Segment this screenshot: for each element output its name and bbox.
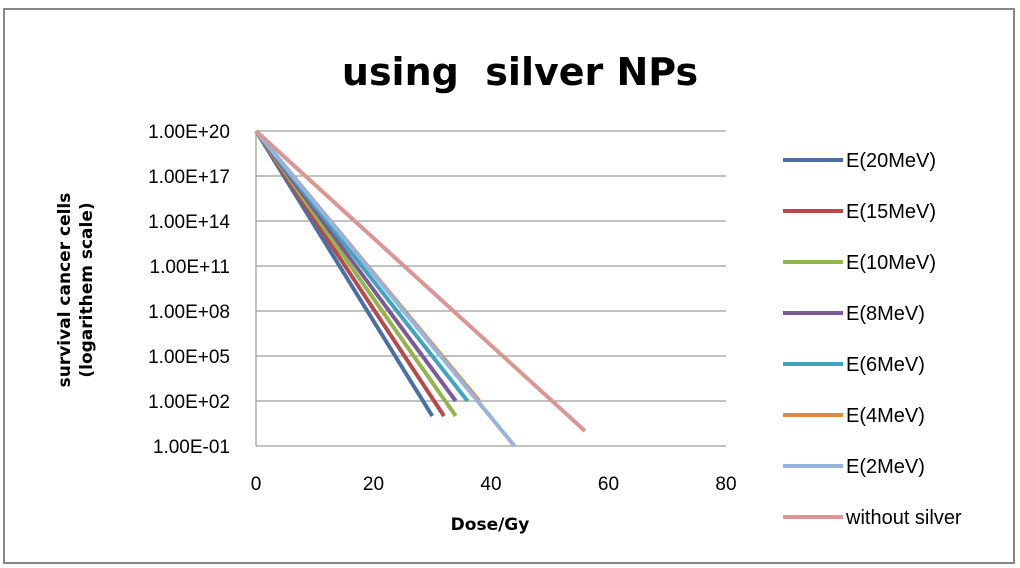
legend-label: E(10MeV) bbox=[846, 252, 936, 274]
y-tick-label: 1.00E+02 bbox=[148, 392, 230, 413]
x-tick-label: 20 bbox=[363, 474, 384, 495]
y-axis-title-line-1: survival cancer cells bbox=[55, 193, 75, 388]
y-tick-label: 1.00E+08 bbox=[148, 302, 230, 323]
legend-label: E(4MeV) bbox=[846, 405, 925, 427]
x-tick-label: 80 bbox=[715, 474, 736, 495]
x-tick-labels: 0 20 40 60 80 bbox=[251, 474, 737, 495]
x-axis-title: Dose/Gy bbox=[451, 515, 530, 535]
y-tick-labels: 1.00E-01 1.00E+02 1.00E+05 1.00E+08 1.00E+11… bbox=[148, 122, 230, 458]
y-axis-title: survival cancer cells (logarithem scale) bbox=[55, 193, 97, 388]
gridlines bbox=[256, 130, 726, 402]
x-tick-label: 40 bbox=[480, 474, 501, 495]
series-line-6 bbox=[254, 129, 517, 448]
y-tick-label: 1.00E+17 bbox=[148, 167, 230, 188]
series-lines bbox=[254, 129, 587, 448]
legend-label: E(2MeV) bbox=[846, 456, 925, 478]
legend-label: E(6MeV) bbox=[846, 354, 925, 376]
y-tick-label: 1.00E+11 bbox=[150, 257, 230, 278]
y-tick-label: 1.00E+05 bbox=[148, 347, 230, 368]
y-axis-title-line-2: (logarithem scale) bbox=[77, 202, 97, 377]
legend-label: without silver bbox=[845, 507, 962, 529]
legend: E(20MeV) E(15MeV) E(10MeV) E(8MeV) E(6MeV) E(… bbox=[783, 150, 962, 529]
legend-label: E(20MeV) bbox=[846, 150, 936, 172]
y-tick-label: 1.00E-01 bbox=[153, 437, 230, 458]
series-line-7 bbox=[254, 129, 587, 433]
chart-frame bbox=[3, 8, 1015, 564]
y-tick-label: 1.00E+14 bbox=[148, 212, 230, 233]
x-tick-label: 60 bbox=[598, 474, 619, 495]
x-tick-label: 0 bbox=[251, 474, 262, 495]
chart-title: using silver NPs bbox=[342, 50, 698, 94]
legend-label: E(15MeV) bbox=[846, 201, 936, 223]
legend-label: E(8MeV) bbox=[846, 303, 925, 325]
y-tick-label: 1.00E+20 bbox=[148, 122, 230, 143]
